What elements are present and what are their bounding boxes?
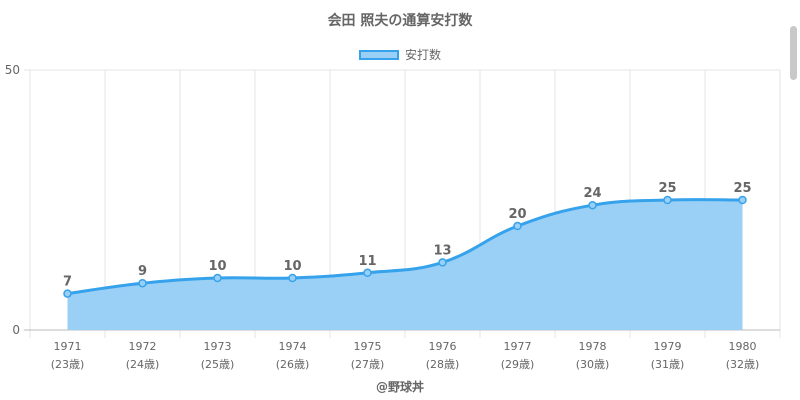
x-tick-label: 1971 — [54, 340, 82, 353]
y-tick-label: 0 — [12, 323, 20, 337]
data-point — [138, 278, 147, 288]
data-point — [663, 195, 672, 205]
x-tick-age-label: (27歳) — [351, 358, 385, 371]
x-tick-age-label: (24歳) — [126, 358, 160, 371]
legend[interactable]: 安打数 — [0, 46, 800, 63]
chart-title: 会田 照夫の通算安打数 — [327, 13, 473, 29]
x-tick-label: 1972 — [129, 340, 157, 353]
x-tick-age-label: (28歳) — [426, 358, 460, 371]
data-label: 10 — [283, 259, 301, 274]
x-tick-label: 1976 — [429, 340, 457, 353]
data-point — [288, 273, 297, 283]
x-tick-label: 1975 — [354, 340, 382, 353]
x-tick-label: 1977 — [504, 340, 532, 353]
scrollbar[interactable] — [790, 26, 797, 80]
y-tick-label: 50 — [5, 63, 20, 77]
x-tick-label: 1978 — [579, 340, 607, 353]
data-label: 20 — [508, 207, 526, 222]
x-tick-label: 1979 — [654, 340, 682, 353]
x-tick-age-label: (23歳) — [51, 358, 85, 371]
data-label: 11 — [358, 254, 376, 269]
data-label: 25 — [658, 181, 676, 196]
x-tick-age-label: (31歳) — [651, 358, 685, 371]
data-point — [438, 258, 447, 267]
series-line — [67, 198, 743, 296]
x-tick-label: 1980 — [729, 340, 757, 353]
data-point — [513, 221, 522, 231]
x-tick-age-label: (32歳) — [726, 358, 760, 371]
data-point — [213, 273, 222, 283]
data-label: 10 — [208, 259, 226, 274]
credit-text: @野球丼 — [375, 380, 424, 394]
data-point — [738, 195, 747, 205]
data-label: 13 — [433, 243, 451, 258]
data-point — [63, 289, 72, 298]
data-point — [588, 200, 597, 210]
series-area — [67, 199, 743, 330]
x-tick-label: 1973 — [204, 340, 232, 353]
data-label: 24 — [583, 186, 601, 201]
x-tick-age-label: (25歳) — [201, 358, 235, 371]
legend-label: 安打数 — [404, 48, 441, 62]
x-tick-age-label: (30歳) — [576, 358, 610, 371]
x-tick-label: 1974 — [279, 340, 307, 353]
x-tick-age-label: (29歳) — [501, 358, 535, 371]
data-point — [363, 268, 372, 278]
x-tick-age-label: (26歳) — [276, 358, 310, 371]
data-label: 9 — [138, 264, 147, 279]
data-label: 25 — [733, 181, 751, 196]
legend-swatch — [358, 49, 399, 60]
data-label: 7 — [63, 275, 72, 290]
